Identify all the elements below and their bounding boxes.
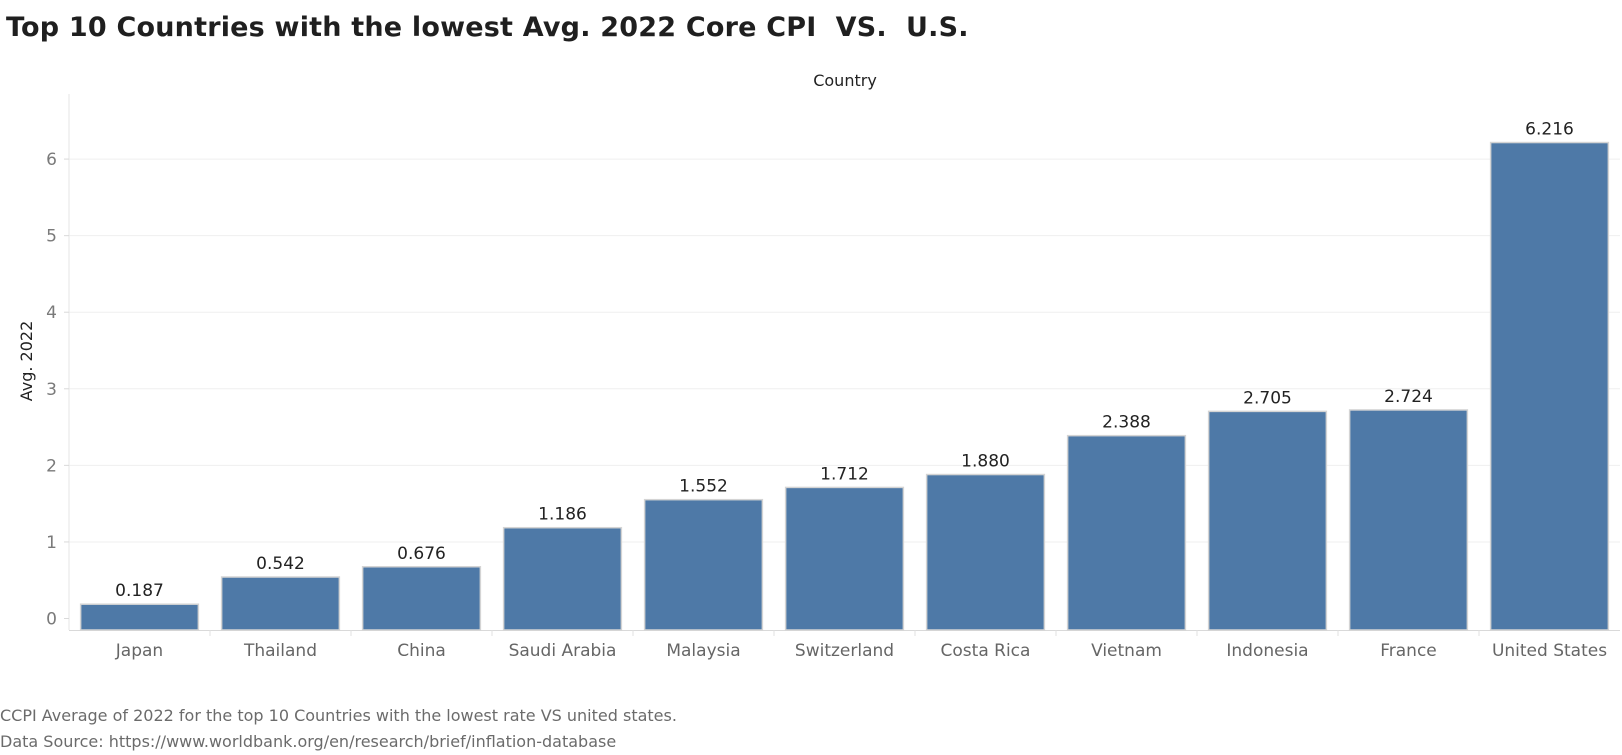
caption-source: Data Source: https://www.worldbank.org/e…	[0, 732, 617, 751]
data-label: 6.216	[1525, 120, 1574, 140]
x-tick-label: Costa Rica	[941, 641, 1031, 661]
bar-france[interactable]	[1348, 409, 1469, 631]
data-label: 1.712	[820, 464, 869, 484]
y-tick-label: 1	[46, 533, 57, 553]
bar-indonesia[interactable]	[1207, 410, 1328, 631]
caption-description: CCPI Average of 2022 for the top 10 Coun…	[0, 706, 677, 725]
bar-chart: 0 1 2 3 4 5 6 0.187 Japan 0.542 Thailand 0.676 Chin…	[17, 71, 1620, 661]
y-tick-label: 5	[46, 227, 57, 247]
data-label: 2.388	[1102, 413, 1151, 433]
column-header: Country	[813, 71, 877, 90]
x-tick-label: United States	[1492, 641, 1607, 661]
chart-title: Top 10 Countries with the lowest Avg. 20…	[6, 12, 969, 43]
data-label: 1.552	[679, 477, 728, 497]
bar-japan[interactable]	[79, 603, 200, 631]
bar-saudi-arabia[interactable]	[502, 526, 623, 631]
y-axis-title: Avg. 2022	[17, 321, 36, 402]
data-label: 1.880	[961, 452, 1010, 472]
data-label: 2.705	[1243, 388, 1292, 408]
y-tick-label: 3	[46, 380, 57, 400]
bar-vietnam[interactable]	[1066, 434, 1187, 631]
bars	[79, 141, 1610, 631]
data-label: 0.676	[397, 544, 446, 564]
x-tick-label: Japan	[115, 641, 163, 661]
bar-switzerland[interactable]	[784, 486, 905, 631]
x-tick-label: Malaysia	[666, 641, 740, 661]
y-tick-label: 0	[46, 610, 57, 630]
x-tick-label: Saudi Arabia	[509, 641, 617, 661]
x-tick-label: China	[397, 641, 446, 661]
y-tick-label: 4	[46, 303, 57, 323]
bar-costa-rica[interactable]	[925, 473, 1046, 631]
x-tick-label: Switzerland	[795, 641, 894, 661]
bar-china[interactable]	[361, 566, 482, 631]
x-tick-label: France	[1380, 641, 1437, 661]
data-label: 1.186	[538, 505, 587, 525]
bar-united-states[interactable]	[1489, 141, 1610, 631]
x-tick-label: Indonesia	[1226, 641, 1308, 661]
data-label: 2.724	[1384, 387, 1433, 407]
bar-thailand[interactable]	[220, 576, 341, 631]
labels: 0.187 Japan 0.542 Thailand 0.676 China 1.186 Sa…	[115, 120, 1607, 661]
data-label: 0.187	[115, 581, 164, 601]
y-tick-label: 2	[46, 456, 57, 476]
bar-malaysia[interactable]	[643, 498, 764, 631]
x-tick-label: Thailand	[243, 641, 317, 661]
x-tick-label: Vietnam	[1091, 641, 1162, 661]
y-tick-label: 6	[46, 150, 57, 170]
data-label: 0.542	[256, 554, 305, 574]
